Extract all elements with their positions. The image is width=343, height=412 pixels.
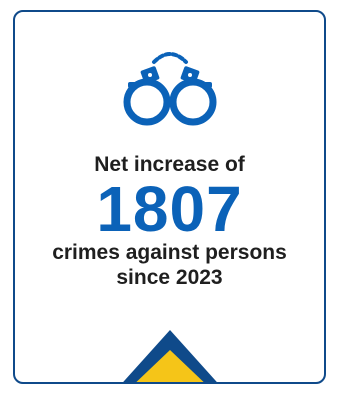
stat-text-block: Net increase of 1807 crimes against pers… [15, 152, 324, 290]
handcuffs-icon [123, 52, 216, 126]
stat-headline: Net increase of [94, 153, 245, 176]
stat-subline-2: since 2023 [116, 266, 223, 289]
trend-indicator [15, 328, 324, 382]
stat-subline-1: crimes against persons [52, 241, 287, 264]
stat-card: Net increase of 1807 crimes against pers… [13, 10, 326, 384]
up-arrow-triangle-icon [122, 330, 217, 382]
icon-container [15, 44, 324, 136]
stat-number: 1807 [96, 173, 243, 245]
